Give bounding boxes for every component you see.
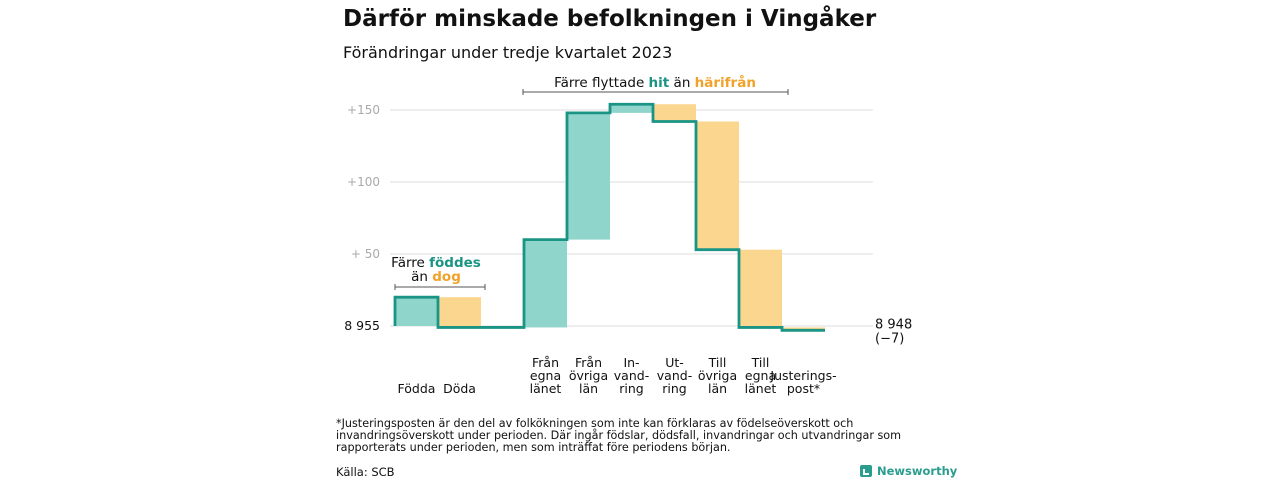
births-annotation-line2: än dog (411, 269, 461, 285)
footnote: *Justeringsposten är den del av folkökni… (336, 417, 902, 454)
births-annotation-line1: Färre föddes (391, 255, 481, 271)
waterfall-bar-4 (567, 112, 610, 240)
start-value-label: 8 955 (344, 318, 380, 333)
category-label-3-2: länet (530, 381, 562, 396)
page-subtitle: Förändringar under tredje kvartalet 2023 (343, 43, 673, 62)
category-label-7-1: övriga (698, 368, 737, 383)
category-label-6-1: vand- (657, 368, 692, 383)
category-label-5-0: In- (623, 355, 639, 370)
newsworthy-label: Newsworthy (877, 464, 958, 478)
waterfall-bar-7 (696, 121, 739, 250)
end-value-label: 8 948 (875, 317, 912, 332)
category-label-4-2: län (579, 381, 598, 396)
category-label-7-2: län (708, 381, 727, 396)
y-tick-label-150: +150 (347, 103, 380, 117)
category-label-6-0: Ut- (665, 355, 684, 370)
category-label-4-0: Från (575, 355, 602, 370)
category-label-0-0: Födda (398, 381, 436, 396)
waterfall-bar-5 (610, 104, 653, 113)
waterfall-bar-1 (438, 297, 481, 328)
page-title: Därför minskade befolkningen i Vingåker (343, 6, 877, 32)
waterfall-step-line (393, 102, 825, 332)
category-label-3-1: egna (530, 368, 561, 383)
waterfall-bar-8 (739, 249, 782, 328)
category-label-5-2: ring (619, 381, 643, 396)
category-label-8-0: Till (751, 355, 770, 370)
waterfall-bar-3 (524, 239, 567, 328)
waterfall-bar-6 (653, 104, 696, 122)
category-label-9-0: Justerings- (769, 368, 836, 383)
y-tick-label-100: +100 (347, 175, 380, 189)
category-label-8-2: länet (745, 381, 777, 396)
end-change-label: (−7) (875, 331, 904, 346)
category-label-7-0: Till (708, 355, 727, 370)
waterfall-bar-0 (395, 297, 438, 326)
migration-annotation: Färre flyttade hit än härifrån (554, 74, 756, 91)
category-label-1-0: Döda (443, 381, 476, 396)
category-label-5-1: vand- (614, 368, 649, 383)
category-label-4-1: övriga (569, 368, 608, 383)
waterfall-bar-9 (782, 327, 825, 331)
category-label-3-0: Från (532, 355, 559, 370)
category-label-8-1: egna (745, 368, 776, 383)
y-tick-label-50: + 50 (351, 247, 380, 261)
category-label-6-2: ring (662, 381, 686, 396)
newsworthy-icon (860, 465, 872, 477)
category-label-9-1: post* (787, 381, 820, 396)
source-label: Källa: SCB (336, 465, 395, 479)
newsworthy-logo: Newsworthy (860, 464, 957, 478)
